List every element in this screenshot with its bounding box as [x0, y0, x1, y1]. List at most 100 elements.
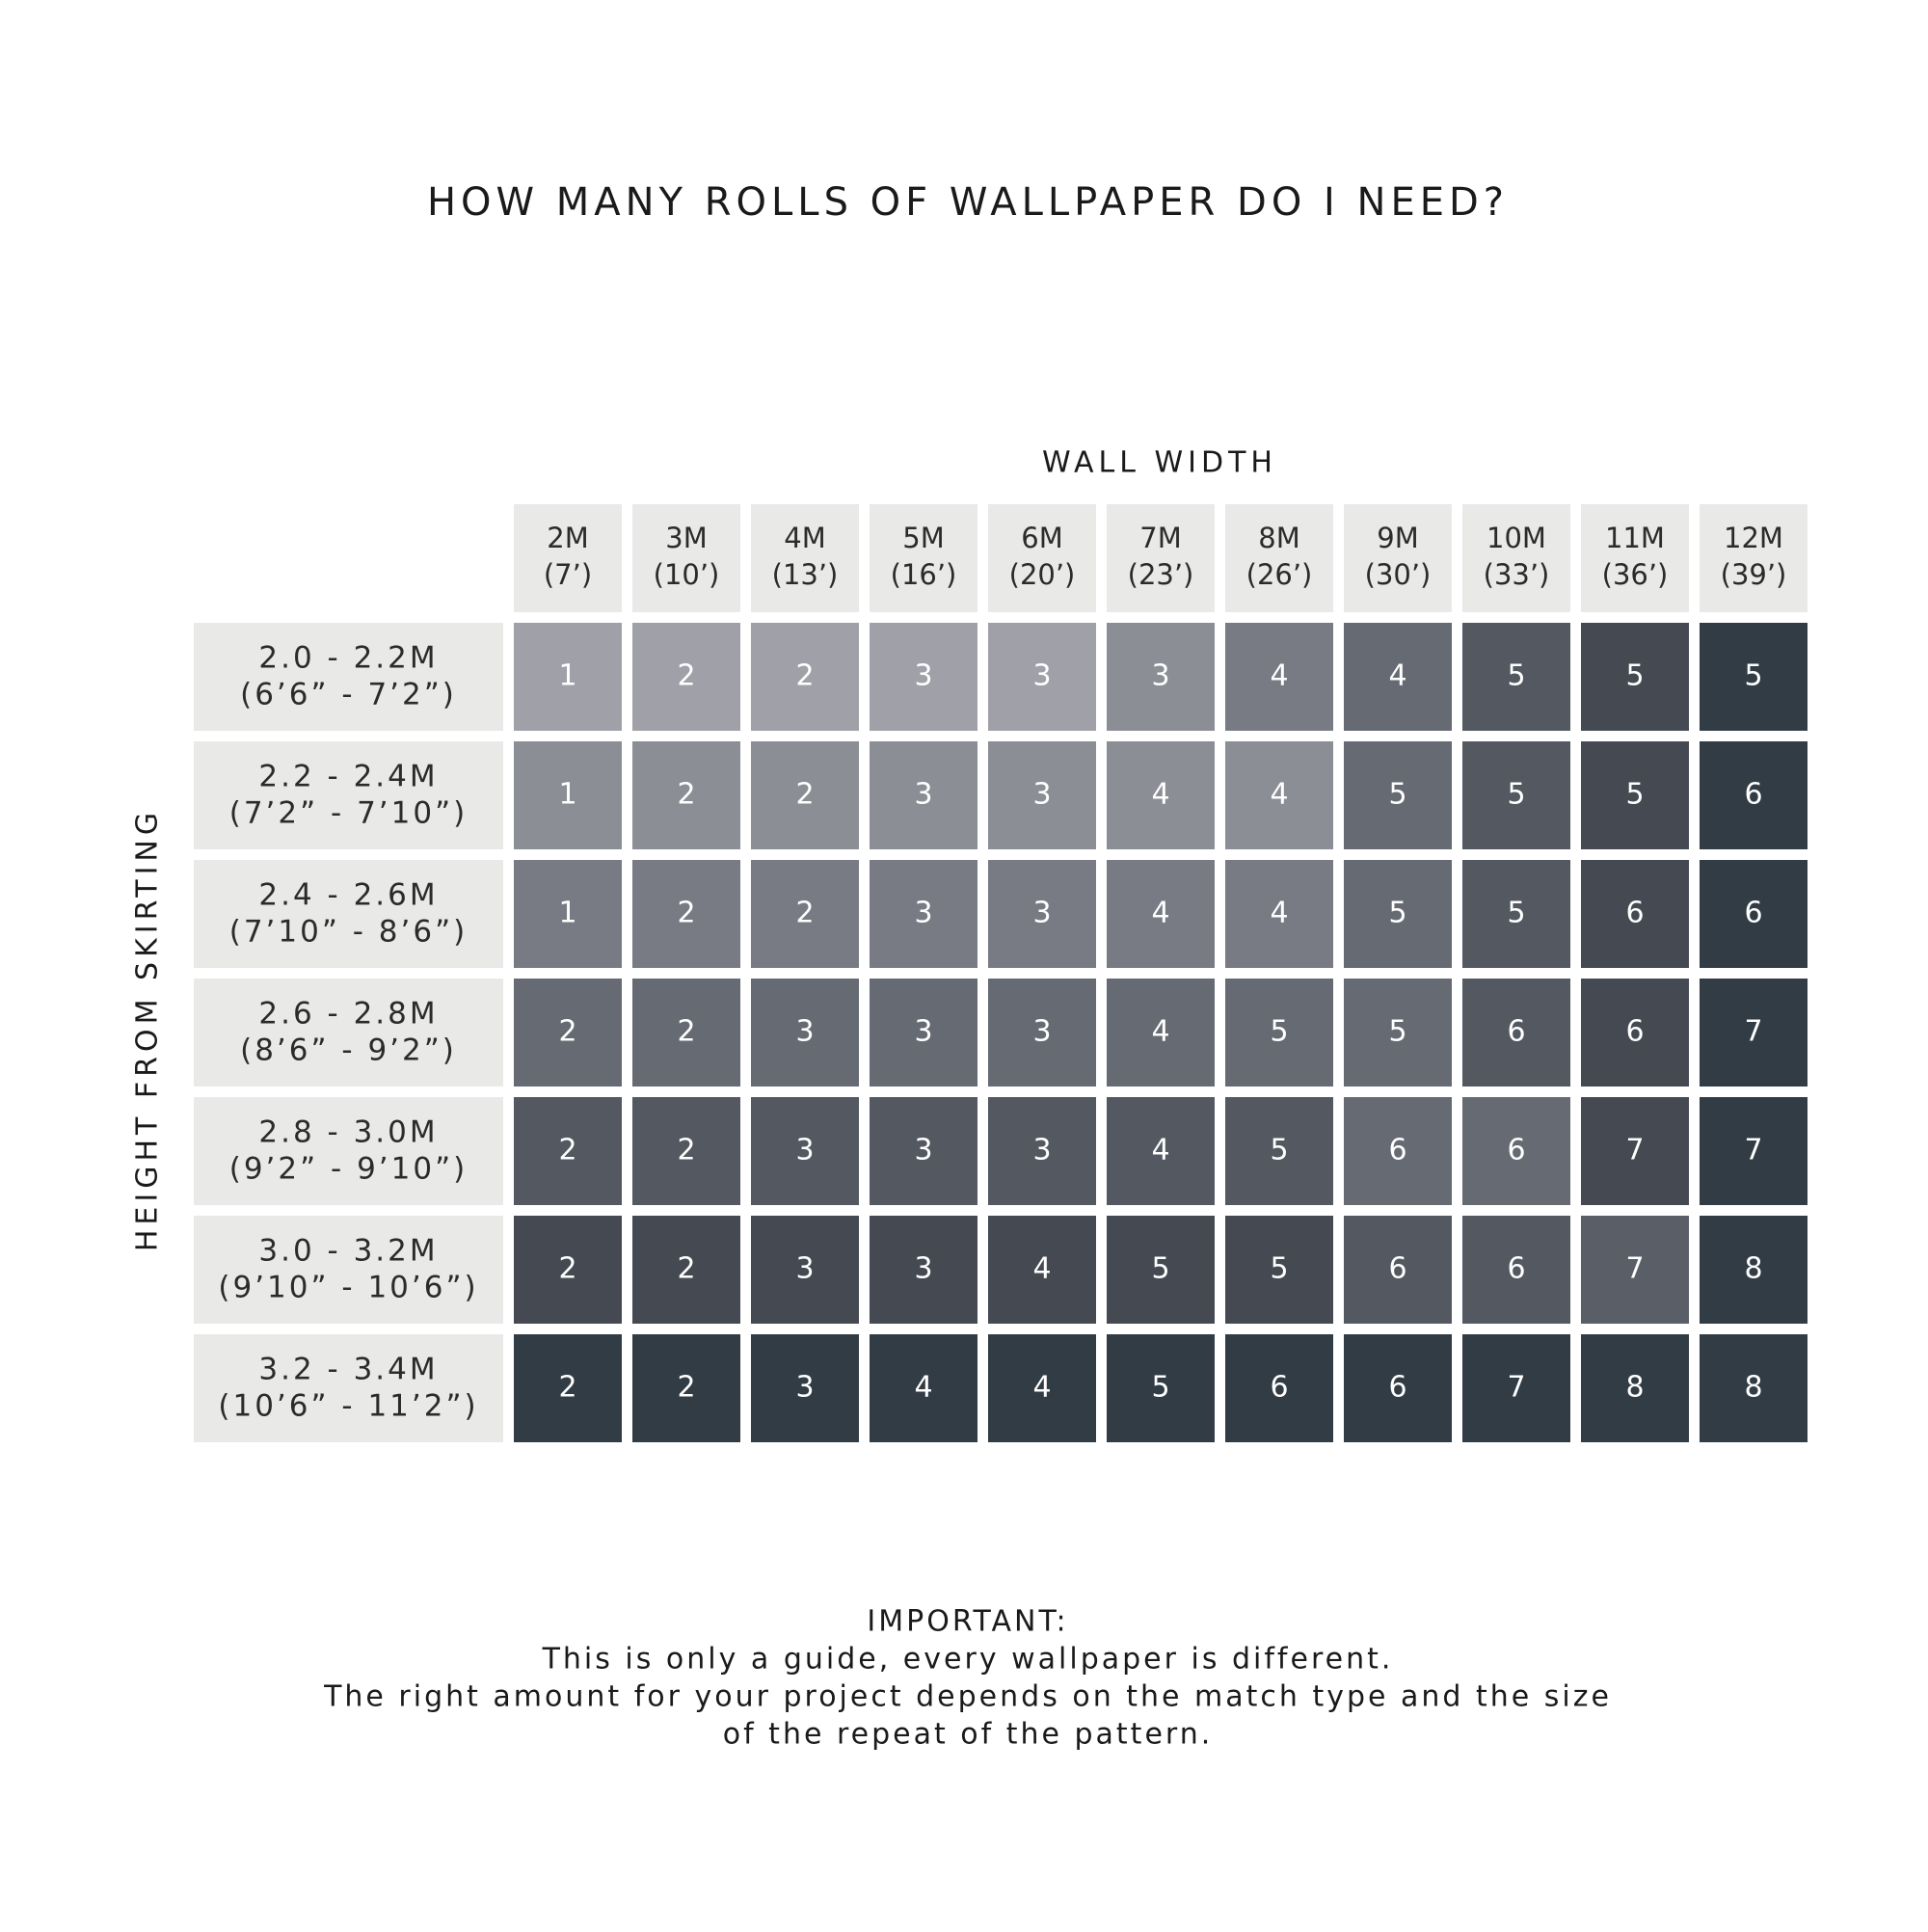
row-cell: [194, 860, 503, 968]
cell-value: 7: [1625, 1252, 1644, 1286]
row-label: (6’6” - 7’2”): [240, 678, 457, 712]
column-header: WALL WIDTH: [1042, 446, 1277, 480]
cell: [1107, 1216, 1215, 1324]
cell: [1107, 860, 1215, 968]
cell: [1581, 1334, 1689, 1442]
cell-value: 3: [795, 1015, 814, 1049]
column-cell: [1700, 504, 1808, 612]
cell: [1700, 1097, 1808, 1205]
cell: [1700, 623, 1808, 731]
column-cell: [1344, 504, 1452, 612]
cell: [1581, 860, 1689, 968]
cell: [988, 979, 1096, 1087]
cell-value: 6: [1388, 1134, 1406, 1167]
cell-value: 4: [1032, 1371, 1051, 1405]
cell-value: 5: [1507, 897, 1525, 930]
cell: [632, 1334, 740, 1442]
cell: [632, 979, 740, 1087]
cell: [1581, 623, 1689, 731]
cell-value: 2: [677, 778, 695, 812]
cell: [514, 979, 622, 1087]
column-label: 9M: [1377, 522, 1418, 554]
column-label: 12M: [1724, 522, 1783, 554]
row-label: (10’6” - 11’2”): [218, 1389, 478, 1424]
column-label: 7M: [1139, 522, 1181, 554]
cell-value: 4: [1151, 778, 1169, 812]
cell-value: 3: [1032, 1134, 1051, 1167]
cell: [870, 1216, 977, 1324]
cell: [870, 1334, 977, 1442]
cell-value: 2: [677, 1015, 695, 1049]
cell: [1225, 1216, 1333, 1324]
cell-value: 5: [1507, 659, 1525, 693]
cell-value: 3: [914, 1015, 932, 1049]
cell-value: 8: [1744, 1371, 1762, 1405]
cell-value: 7: [1625, 1134, 1644, 1167]
cell: [988, 1334, 1096, 1442]
cell: [751, 860, 859, 968]
column-label: (30’): [1365, 558, 1432, 591]
cell-value: 3: [914, 897, 932, 930]
cell: [632, 1216, 740, 1324]
cell-value: 7: [1744, 1015, 1762, 1049]
cell: [514, 860, 622, 968]
cell: [1581, 1097, 1689, 1205]
cell-value: 5: [1270, 1134, 1288, 1167]
cell-value: 4: [1151, 1134, 1169, 1167]
cell: [1225, 860, 1333, 968]
cell-value: 2: [677, 1371, 695, 1405]
row-cell: [194, 1334, 503, 1442]
column-cell: [514, 504, 622, 612]
row-cell: [194, 623, 503, 731]
cell: [514, 1097, 622, 1205]
cell: [988, 1097, 1096, 1205]
note-line: The right amount for your project depend…: [323, 1680, 1612, 1714]
cell-value: 2: [558, 1134, 576, 1167]
cell: [1462, 979, 1570, 1087]
cell: [1225, 979, 1333, 1087]
cell-value: 2: [677, 1252, 695, 1286]
cell: [1700, 1334, 1808, 1442]
cell: [870, 741, 977, 849]
cell: [1581, 741, 1689, 849]
cell: [751, 1216, 859, 1324]
column-cell: [1581, 504, 1689, 612]
row-label: (7’2” - 7’10”): [229, 796, 469, 831]
column-label: 2M: [547, 522, 588, 554]
cell: [514, 1334, 622, 1442]
cell-value: 3: [795, 1134, 814, 1167]
column-label: 11M: [1605, 522, 1665, 554]
title: HOW MANY ROLLS OF WALLPAPER DO I NEED?: [427, 180, 1509, 225]
column-label: (23’): [1128, 558, 1194, 591]
cell: [1107, 741, 1215, 849]
cell: [1700, 979, 1808, 1087]
column-label: 5M: [902, 522, 944, 554]
row-label: 2.4 - 2.6M: [258, 878, 438, 913]
cell: [1700, 741, 1808, 849]
cell: [751, 1097, 859, 1205]
row-header: HEIGHT FROM SKIRTING: [131, 808, 165, 1251]
row-label: (9’10” - 10’6”): [218, 1271, 478, 1305]
cell: [1225, 1097, 1333, 1205]
row-label: 2.8 - 3.0M: [258, 1115, 438, 1150]
cell-value: 4: [914, 1371, 932, 1405]
cell: [988, 623, 1096, 731]
cell: [514, 741, 622, 849]
cell-value: 2: [558, 1252, 576, 1286]
cell-value: 3: [914, 1134, 932, 1167]
cell-value: 1: [558, 659, 576, 693]
column-label: 6M: [1021, 522, 1062, 554]
cell: [1107, 1097, 1215, 1205]
column-label: (20’): [1009, 558, 1076, 591]
cell-value: 3: [914, 778, 932, 812]
cell: [1462, 623, 1570, 731]
cell: [1344, 860, 1452, 968]
cell-value: 1: [558, 778, 576, 812]
cell-value: 2: [677, 659, 695, 693]
cell-value: 3: [795, 1371, 814, 1405]
cell-value: 2: [795, 778, 814, 812]
cell-value: 4: [1032, 1252, 1051, 1286]
cell: [1107, 979, 1215, 1087]
cell-value: 6: [1388, 1371, 1406, 1405]
